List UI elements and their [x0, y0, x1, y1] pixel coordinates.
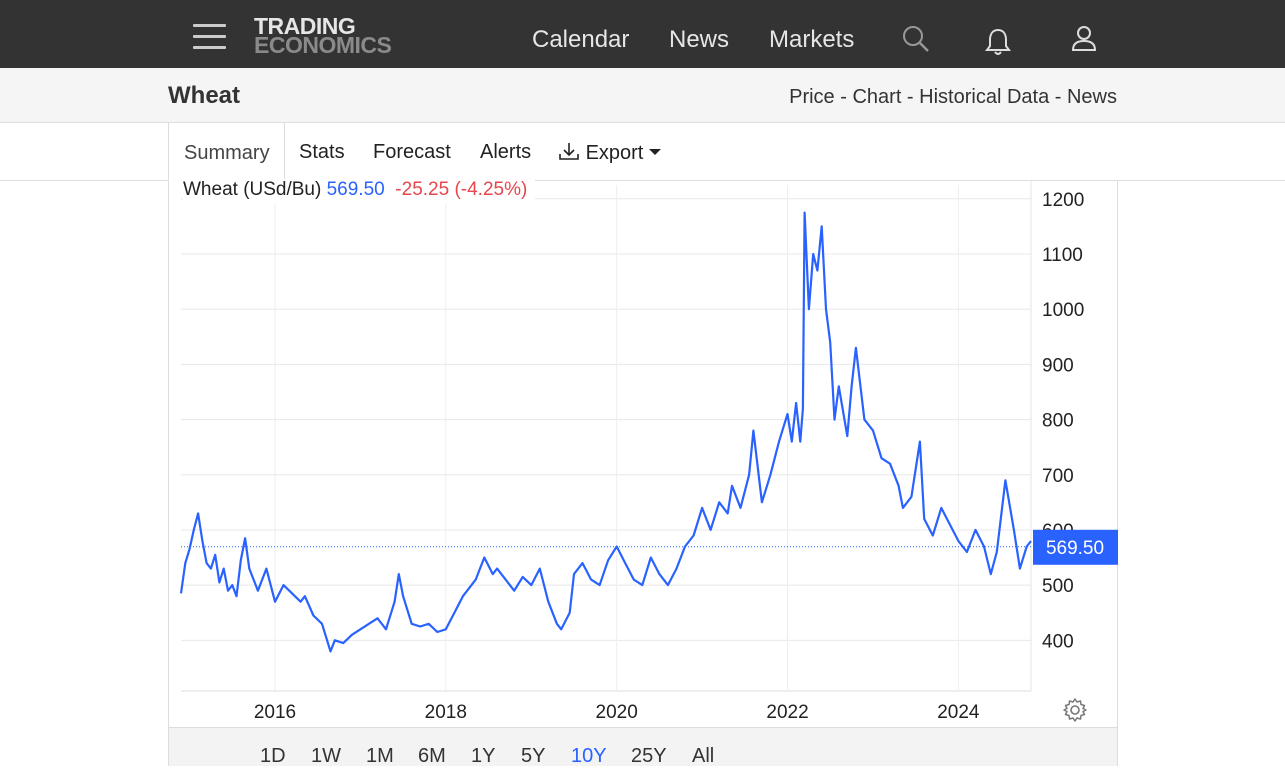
range-selector: 1D 1W 1M 6M 1Y 5Y 10Y 25Y All: [169, 727, 1117, 767]
range-10y[interactable]: 10Y: [571, 745, 607, 767]
menu-icon[interactable]: [193, 24, 226, 50]
page-title: Wheat: [168, 82, 240, 109]
tab-stats[interactable]: Stats: [299, 141, 345, 163]
chart-container: [168, 181, 1118, 766]
link-news[interactable]: News: [1066, 86, 1117, 108]
section-links: Price - Chart - Historical Data - News: [789, 86, 1117, 109]
title-bar: Wheat Price - Chart - Historical Data - …: [0, 68, 1285, 123]
legend-price: 569.50: [326, 179, 385, 200]
range-5y[interactable]: 5Y: [521, 745, 546, 767]
logo[interactable]: TRADING ECONOMICS: [254, 13, 392, 58]
range-1w[interactable]: 1W: [311, 745, 341, 767]
link-chart[interactable]: Chart: [852, 86, 902, 108]
link-historical-data[interactable]: Historical Data: [919, 86, 1050, 108]
search-icon[interactable]: [901, 24, 931, 54]
export-button[interactable]: Export: [558, 141, 661, 165]
tab-alerts[interactable]: Alerts: [480, 141, 532, 163]
legend-change: -25.25 (-4.25%): [395, 179, 528, 200]
tab-summary[interactable]: Summary: [168, 123, 285, 181]
link-separator: -: [1049, 86, 1067, 108]
nav-news[interactable]: News: [669, 26, 730, 53]
range-1d[interactable]: 1D: [260, 745, 286, 767]
logo-line2: ECONOMICS: [254, 32, 392, 58]
nav-markets[interactable]: Markets: [769, 26, 855, 53]
caret-down-icon: [648, 149, 661, 155]
download-icon: [559, 143, 579, 160]
user-icon[interactable]: [1070, 24, 1100, 54]
range-25y[interactable]: 25Y: [631, 745, 667, 767]
legend-series-name: Wheat (USd/Bu): [183, 179, 322, 200]
range-1y[interactable]: 1Y: [471, 745, 496, 767]
link-separator: -: [834, 86, 853, 108]
logo-line1: TRADING: [254, 13, 356, 39]
link-price[interactable]: Price: [789, 86, 835, 108]
top-navbar: TRADING ECONOMICS Calendar News Markets: [0, 0, 1285, 68]
range-1m[interactable]: 1M: [366, 745, 394, 767]
tab-forecast[interactable]: Forecast: [373, 141, 451, 163]
nav-calendar[interactable]: Calendar: [532, 26, 630, 53]
bell-icon[interactable]: [983, 27, 1013, 57]
tab-bar: Summary Stats Forecast Alerts Export: [0, 123, 1285, 181]
range-6m[interactable]: 6M: [418, 745, 446, 767]
range-all[interactable]: All: [692, 745, 715, 767]
tab-summary-label: Summary: [184, 142, 270, 164]
link-separator: -: [901, 86, 920, 108]
gear-icon[interactable]: [1062, 697, 1088, 723]
chart-legend: Wheat (USd/Bu) 569.50 -25.25 (-4.25%): [183, 179, 536, 203]
export-label: Export: [585, 142, 644, 164]
